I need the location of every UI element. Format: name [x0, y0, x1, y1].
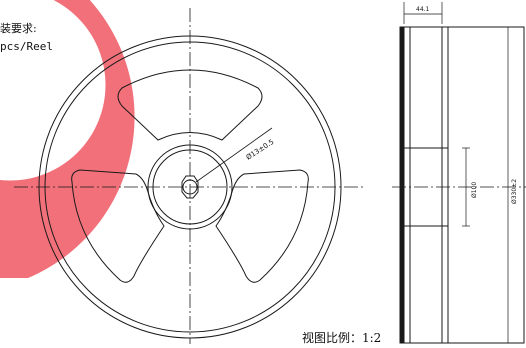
right-flange: [447, 26, 525, 344]
watermark-arc: [0, 0, 135, 278]
reel-diameter-label: Ø330±2: [511, 179, 518, 204]
hub-diameter-leader: [195, 127, 273, 183]
hub-key-shape: [181, 175, 199, 199]
front-centerlines: [14, 8, 366, 344]
window-left: [71, 169, 165, 283]
hub-size-dimension: [462, 147, 470, 227]
packing-quantity-note: pcs/Reel: [0, 40, 53, 53]
flange-width-label: 44.1: [416, 6, 430, 13]
window-top: [117, 69, 263, 141]
window-right: [215, 169, 309, 283]
left-flange: [399, 26, 405, 344]
reel-side-view: [399, 26, 525, 344]
hub-size-label: Ø100: [471, 182, 478, 198]
width-dimension: [403, 2, 443, 24]
hub-diameter-label: Ø13±0.5: [245, 138, 276, 162]
view-scale-label: 视图比例：1:2: [302, 331, 382, 345]
packing-note-heading: 装要求:: [0, 22, 37, 35]
